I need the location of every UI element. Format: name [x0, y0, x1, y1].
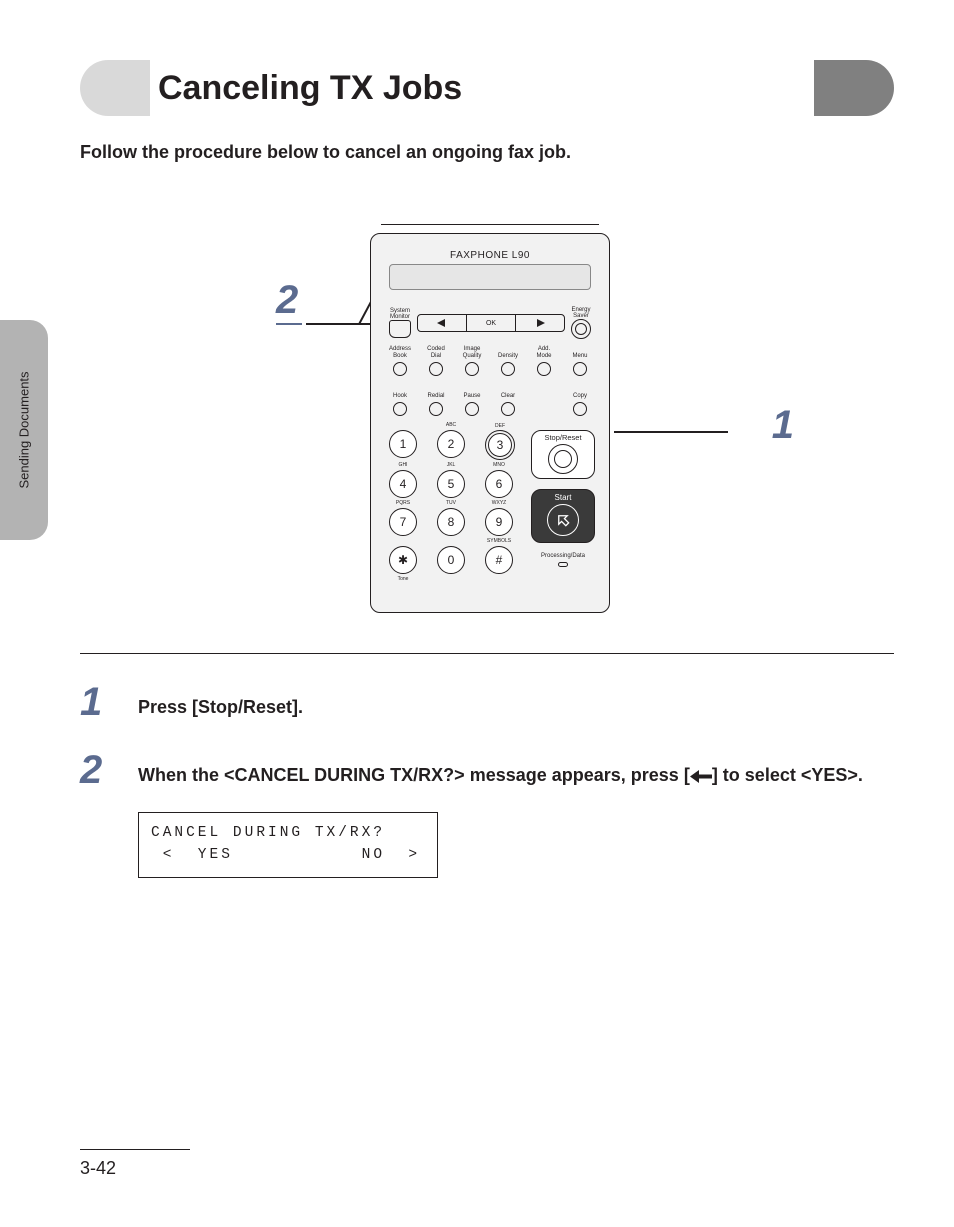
system-monitor-button — [389, 320, 411, 338]
menu-button: Menu — [565, 346, 595, 376]
ok-label: OK — [467, 315, 516, 331]
heading-bar: Canceling TX Jobs — [80, 60, 894, 116]
start-label: Start — [555, 493, 572, 502]
section-side-tab: Sending Documents — [0, 320, 48, 540]
panel-right-column: Stop/Reset Start Processing/Data — [531, 430, 595, 567]
keypad: 1 2ABC 3DEF 4GHI 5JKL 6MNO 7PQRS 8TUV 9W… — [389, 430, 519, 574]
panel-lcd — [389, 264, 591, 290]
divider — [80, 653, 894, 654]
processing-indicator: Processing/Data — [541, 553, 585, 567]
key-star: ✱Tone — [389, 546, 417, 574]
panel-row-functions-1: AddressBook CodedDial ImageQuality Densi… — [385, 346, 595, 376]
device-panel: FAXPHONE L90 SystemMonitor OK — [370, 233, 610, 613]
density-button: Density — [493, 346, 523, 376]
page-footer: 3-42 — [80, 1149, 190, 1179]
key-7: 7PQRS — [389, 508, 417, 536]
lcd-line-2: < YES NO > — [151, 845, 425, 867]
right-arrow-icon — [535, 319, 545, 327]
stop-reset-icon — [548, 444, 578, 474]
step-1: 1 Press [Stop/Reset]. — [80, 682, 894, 722]
page-content: Canceling TX Jobs Follow the procedure b… — [80, 60, 894, 906]
panel-model-label: FAXPHONE L90 — [371, 250, 609, 261]
callout-1: 1 — [772, 403, 794, 448]
section-side-tab-label: Sending Documents — [17, 371, 32, 488]
coded-dial-button: CodedDial — [421, 346, 451, 376]
callout-2: 2 — [276, 278, 302, 325]
key-6: 6MNO — [485, 470, 513, 498]
page-title: Canceling TX Jobs — [158, 60, 462, 116]
hook-button: Hook — [385, 386, 415, 416]
ok-nav-box: OK — [417, 314, 565, 332]
panel-control-row: SystemMonitor OK EnergySaver — [389, 312, 591, 334]
left-arrow-icon — [437, 319, 447, 327]
key-2: 2ABC — [437, 430, 465, 458]
callout-1-leader — [614, 431, 728, 433]
lcd-line-1: CANCEL DURING TX/RX? — [151, 823, 425, 845]
start-icon — [547, 504, 579, 536]
lcd-display-box: CANCEL DURING TX/RX? < YES NO > — [138, 812, 438, 878]
processing-led-icon — [558, 562, 568, 567]
key-3: 3DEF — [488, 433, 512, 457]
clear-button: Clear — [493, 386, 523, 416]
key-0: 0 — [437, 546, 465, 574]
energy-saver-button — [571, 319, 591, 339]
add-mode-button: Add.Mode — [529, 346, 559, 376]
stop-reset-label: Stop/Reset — [544, 433, 581, 442]
energy-saver-label: EnergySaver — [571, 307, 590, 319]
key-5: 5JKL — [437, 470, 465, 498]
intro-text: Follow the procedure below to cancel an … — [80, 142, 894, 163]
address-book-button: AddressBook — [385, 346, 415, 376]
step-1-text: Press [Stop/Reset]. — [138, 682, 303, 722]
image-quality-button: ImageQuality — [457, 346, 487, 376]
key-4: 4GHI — [389, 470, 417, 498]
key-9: 9WXYZ — [485, 508, 513, 536]
left-nav-icon — [690, 764, 712, 790]
step-1-number: 1 — [80, 682, 110, 722]
system-monitor-label: SystemMonitor — [390, 308, 410, 320]
step-2-body: When the <CANCEL DURING TX/RX?> message … — [138, 750, 863, 878]
page-number: 3-42 — [80, 1158, 190, 1179]
redial-button: Redial — [421, 386, 451, 416]
panel-row-functions-2: Hook Redial Pause Clear Copy — [385, 386, 595, 416]
pause-button: Pause — [457, 386, 487, 416]
step-2-text-after: ] to select <YES>. — [712, 765, 863, 785]
stop-reset-button: Stop/Reset — [531, 430, 595, 479]
nav-plus — [516, 315, 564, 331]
step-2-number: 2 — [80, 750, 110, 878]
copy-button: Copy — [565, 386, 595, 416]
nav-minus — [418, 315, 467, 331]
step-2: 2 When the <CANCEL DURING TX/RX?> messag… — [80, 750, 894, 878]
key-1: 1 — [389, 430, 417, 458]
start-button: Start — [531, 489, 595, 543]
key-hash: #SYMBOLS — [485, 546, 513, 574]
step-2-text-before: When the <CANCEL DURING TX/RX?> message … — [138, 765, 690, 785]
key-8: 8TUV — [437, 508, 465, 536]
panel-top-slit — [381, 224, 599, 234]
footer-rule — [80, 1149, 190, 1150]
device-figure: 2 FAXPHONE L90 SystemMonitor OK — [80, 203, 894, 633]
